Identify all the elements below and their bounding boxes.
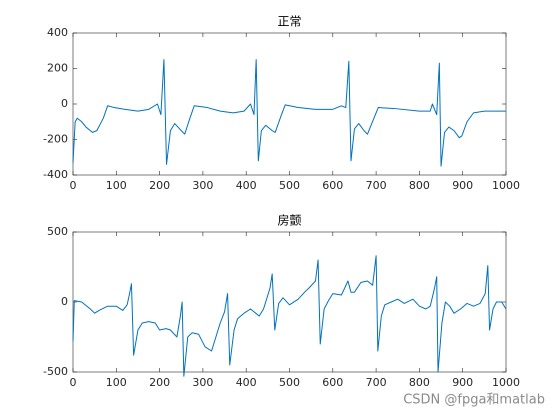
x-tick-label: 500 xyxy=(279,179,300,192)
x-tick-label: 200 xyxy=(149,376,170,389)
y-tick-label: 400 xyxy=(47,26,68,39)
watermark: CSDN @fpga和matlab xyxy=(403,393,545,408)
x-tick-label: 0 xyxy=(70,376,77,389)
x-tick-label: 700 xyxy=(366,376,387,389)
y-tick-label: 500 xyxy=(47,225,68,238)
x-tick-label: 300 xyxy=(192,179,213,192)
y-tick-label: 0 xyxy=(61,97,68,110)
x-tick-label: 600 xyxy=(322,179,343,192)
y-tick-label: -200 xyxy=(43,133,68,146)
x-tick-label: 1000 xyxy=(492,179,520,192)
x-tick-label: 100 xyxy=(106,376,127,389)
signal-line xyxy=(72,255,507,377)
x-tick-label: 600 xyxy=(322,376,343,389)
x-tick-label: 200 xyxy=(149,179,170,192)
x-tick-label: 700 xyxy=(366,179,387,192)
x-tick-label: 500 xyxy=(279,376,300,389)
y-tick-label: -400 xyxy=(43,168,68,181)
x-tick-label: 100 xyxy=(106,179,127,192)
y-tick-label: 0 xyxy=(61,295,68,308)
x-tick-label: 800 xyxy=(409,376,430,389)
x-tick-label: 1000 xyxy=(492,376,520,389)
x-tick-label: 0 xyxy=(70,179,77,192)
x-tick-label: 900 xyxy=(452,376,473,389)
x-tick-label: 400 xyxy=(236,376,257,389)
signal-line xyxy=(72,59,506,167)
axes-box xyxy=(72,32,507,176)
x-tick-label: 400 xyxy=(236,179,257,192)
y-tick-label: 200 xyxy=(47,62,68,75)
axes-box xyxy=(72,231,507,373)
chart-title: 房颤 xyxy=(277,213,301,228)
chart-title: 正常 xyxy=(277,15,301,29)
y-tick-label: -500 xyxy=(43,365,68,378)
x-tick-label: 900 xyxy=(452,179,473,192)
x-tick-label: 800 xyxy=(409,179,430,192)
x-tick-label: 300 xyxy=(192,376,213,389)
